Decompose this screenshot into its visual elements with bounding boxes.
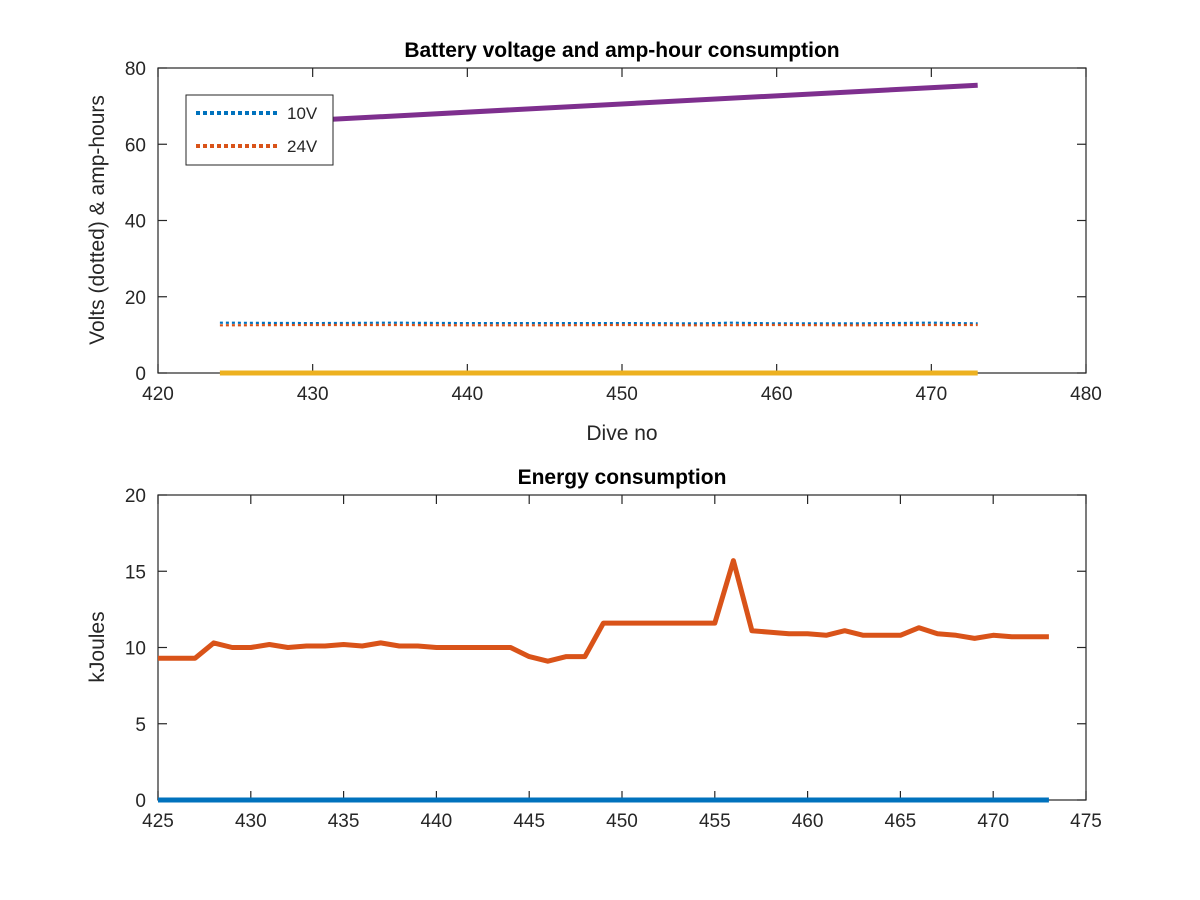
battery-chart-series [219, 82, 978, 376]
energy-xtick-label: 425 [142, 811, 174, 832]
battery-series-line-2 [219, 82, 978, 128]
battery-xtick-label: 480 [1070, 384, 1102, 405]
energy-ytick-label: 10 [125, 639, 146, 660]
energy-xtick-label: 450 [606, 811, 638, 832]
legend-label-10v: 10V [287, 104, 318, 123]
energy-ytick-label: 15 [125, 562, 146, 583]
energy-chart-series [158, 558, 1049, 803]
battery-xtick-label: 460 [761, 384, 793, 405]
battery-ytick-label: 60 [125, 135, 146, 156]
energy-chart: 425 430 435 440 445 450 455 460 465 470 475 0 5 10 15 2… [86, 466, 1102, 832]
legend-label-24v: 24V [287, 137, 318, 156]
energy-xtick-label: 475 [1070, 811, 1102, 832]
battery-ytick-label: 40 [125, 212, 146, 233]
battery-ytick-label: 80 [125, 59, 146, 80]
energy-xtick-label: 460 [792, 811, 824, 832]
energy-xtick-label: 470 [977, 811, 1009, 832]
energy-xtick-label: 435 [328, 811, 360, 832]
energy-xtick-label: 445 [513, 811, 545, 832]
legend-box [185, 94, 334, 166]
battery-chart-title: Battery voltage and amp-hour consumption [404, 39, 839, 62]
battery-chart-xlabel: Dive no [586, 422, 657, 445]
energy-chart-ticks: 425 430 435 440 445 450 455 460 465 470 475 0 5 10 15 2… [125, 486, 1102, 832]
battery-chart-ylabel: Volts (dotted) & amp-hours [86, 95, 109, 345]
battery-xtick-label: 430 [297, 384, 329, 405]
energy-xtick-label: 465 [885, 811, 917, 832]
energy-series-line-0 [158, 558, 1049, 664]
battery-xtick-label: 440 [451, 384, 483, 405]
energy-ytick-label: 5 [135, 715, 146, 736]
battery-xtick-label: 450 [606, 384, 638, 405]
energy-xtick-label: 440 [421, 811, 453, 832]
energy-chart-ylabel: kJoules [86, 611, 109, 682]
battery-chart-legend: 10V 24V [185, 94, 334, 166]
battery-ytick-label: 20 [125, 288, 146, 309]
battery-xtick-label: 420 [142, 384, 174, 405]
battery-chart: 420 430 440 450 460 470 480 0 20 40 60 80 Battery v… [86, 39, 1102, 445]
energy-xtick-label: 430 [235, 811, 267, 832]
energy-xtick-label: 455 [699, 811, 731, 832]
energy-ytick-label: 0 [135, 791, 146, 812]
battery-xtick-label: 470 [915, 384, 947, 405]
battery-series-line-0 [219, 321, 978, 325]
energy-chart-title: Energy consumption [518, 466, 727, 489]
energy-ytick-label: 20 [125, 486, 146, 507]
battery-ytick-label: 0 [135, 364, 146, 385]
